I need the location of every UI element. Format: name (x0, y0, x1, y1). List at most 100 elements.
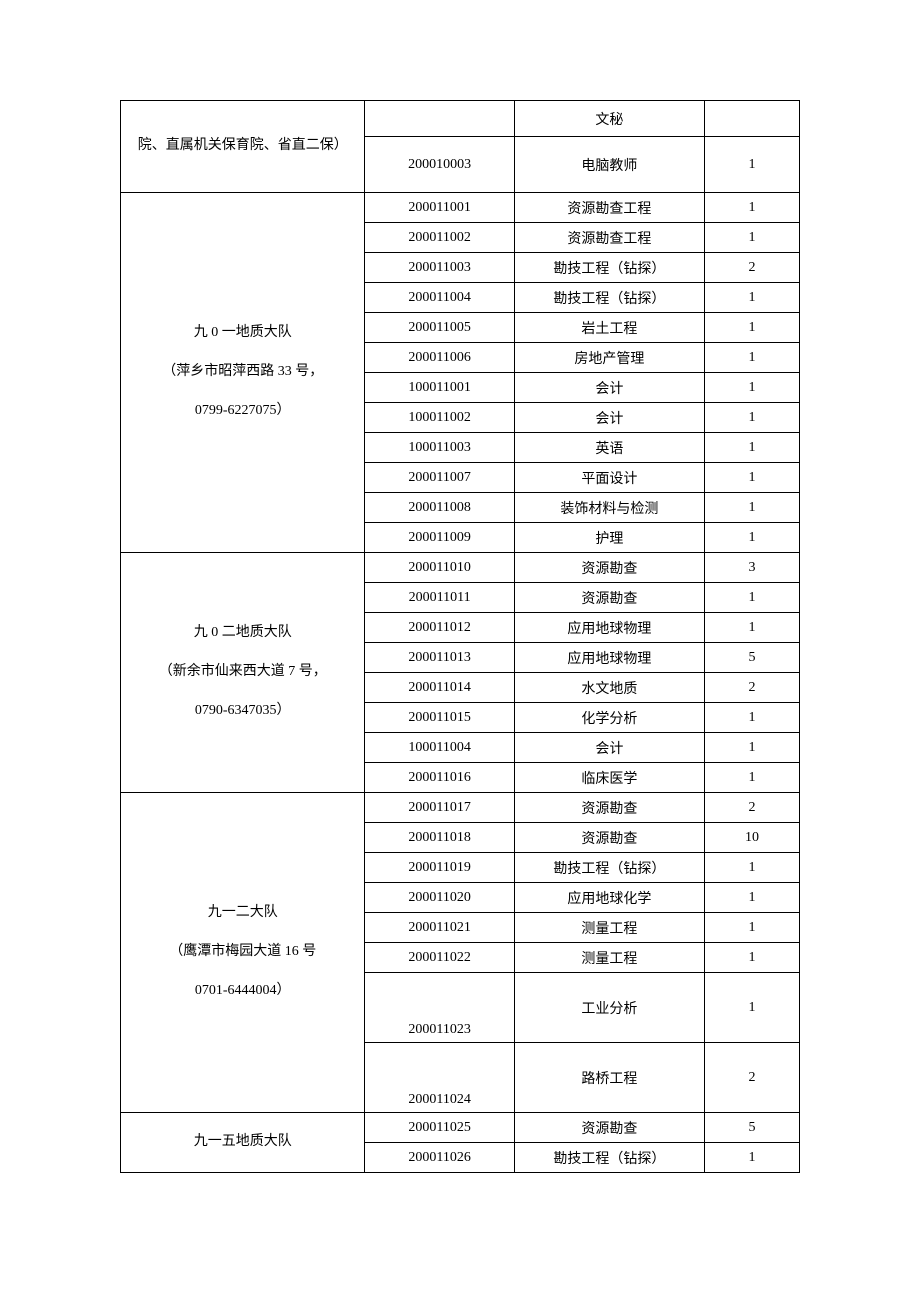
position-cell: 资源勘查工程 (514, 193, 704, 223)
position-cell: 会计 (514, 373, 704, 403)
position-cell: 勘技工程（钻探） (514, 1143, 704, 1173)
count-cell: 1 (704, 763, 799, 793)
table-row: 九一二大队（鹰潭市梅园大道 16 号0701-6444004）200011017… (121, 793, 800, 823)
count-cell: 1 (704, 583, 799, 613)
position-cell: 会计 (514, 403, 704, 433)
count-cell: 10 (704, 823, 799, 853)
count-cell: 1 (704, 433, 799, 463)
org-cell: 九 0 二地质大队（新余市仙来西大道 7 号，0790-6347035） (121, 553, 365, 793)
code-cell: 200011013 (365, 643, 514, 673)
position-cell: 装饰材料与检测 (514, 493, 704, 523)
code-cell: 100011001 (365, 373, 514, 403)
code-cell: 200011015 (365, 703, 514, 733)
position-cell: 测量工程 (514, 943, 704, 973)
position-cell: 资源勘查 (514, 553, 704, 583)
code-cell: 100011003 (365, 433, 514, 463)
count-cell: 1 (704, 853, 799, 883)
position-cell: 临床医学 (514, 763, 704, 793)
position-cell: 应用地球物理 (514, 613, 704, 643)
code-cell: 200011026 (365, 1143, 514, 1173)
position-cell: 电脑教师 (514, 137, 704, 193)
count-cell: 1 (704, 223, 799, 253)
count-cell: 1 (704, 943, 799, 973)
code-cell: 200011010 (365, 553, 514, 583)
code-cell: 200011022 (365, 943, 514, 973)
code-cell: 200011023 (365, 973, 514, 1043)
code-cell: 200011001 (365, 193, 514, 223)
code-cell: 200011003 (365, 253, 514, 283)
count-cell: 1 (704, 913, 799, 943)
position-cell: 平面设计 (514, 463, 704, 493)
table-row: 九一五地质大队200011025资源勘查5 (121, 1113, 800, 1143)
code-cell: 200011011 (365, 583, 514, 613)
code-cell: 100011002 (365, 403, 514, 433)
count-cell: 1 (704, 463, 799, 493)
org-line: 九 0 一地质大队 (129, 318, 356, 349)
code-cell: 200010003 (365, 137, 514, 193)
count-cell: 1 (704, 493, 799, 523)
position-cell: 岩土工程 (514, 313, 704, 343)
count-cell: 5 (704, 643, 799, 673)
code-cell: 200011016 (365, 763, 514, 793)
org-line: （新余市仙来西大道 7 号， (129, 657, 356, 688)
code-cell: 200011020 (365, 883, 514, 913)
count-cell: 1 (704, 613, 799, 643)
count-cell: 1 (704, 137, 799, 193)
org-cell: 九一二大队（鹰潭市梅园大道 16 号0701-6444004） (121, 793, 365, 1113)
position-cell: 英语 (514, 433, 704, 463)
position-cell: 勘技工程（钻探） (514, 253, 704, 283)
org-cell: 院、直属机关保育院、省直二保） (121, 101, 365, 193)
code-cell: 200011012 (365, 613, 514, 643)
position-cell: 房地产管理 (514, 343, 704, 373)
count-cell: 1 (704, 313, 799, 343)
count-cell: 1 (704, 403, 799, 433)
count-cell: 2 (704, 793, 799, 823)
code-cell: 200011021 (365, 913, 514, 943)
recruitment-table: 院、直属机关保育院、省直二保）文秘200010003电脑教师1九 0 一地质大队… (120, 100, 800, 1173)
code-cell: 200011005 (365, 313, 514, 343)
code-cell: 200011002 (365, 223, 514, 253)
table-row: 院、直属机关保育院、省直二保）文秘 (121, 101, 800, 137)
count-cell: 1 (704, 523, 799, 553)
position-cell: 会计 (514, 733, 704, 763)
position-cell: 水文地质 (514, 673, 704, 703)
code-cell: 200011009 (365, 523, 514, 553)
code-cell: 200011024 (365, 1043, 514, 1113)
count-cell: 2 (704, 253, 799, 283)
count-cell: 5 (704, 1113, 799, 1143)
code-cell: 200011018 (365, 823, 514, 853)
count-cell: 1 (704, 973, 799, 1043)
org-line: 九一五地质大队 (129, 1127, 356, 1158)
code-cell: 200011004 (365, 283, 514, 313)
code-cell: 200011017 (365, 793, 514, 823)
position-cell: 资源勘查 (514, 793, 704, 823)
org-line: 0799-6227075） (129, 396, 356, 427)
position-cell: 应用地球物理 (514, 643, 704, 673)
count-cell: 1 (704, 373, 799, 403)
count-cell: 3 (704, 553, 799, 583)
org-cell: 九 0 一地质大队 （萍乡市昭萍西路 33 号， 0799-6227075） (121, 193, 365, 553)
count-cell: 1 (704, 883, 799, 913)
org-cell: 九一五地质大队 (121, 1113, 365, 1173)
count-cell: 1 (704, 703, 799, 733)
code-cell: 200011019 (365, 853, 514, 883)
position-cell: 路桥工程 (514, 1043, 704, 1113)
position-cell: 资源勘查 (514, 583, 704, 613)
code-cell: 200011025 (365, 1113, 514, 1143)
position-cell: 勘技工程（钻探） (514, 853, 704, 883)
position-cell: 资源勘查 (514, 1113, 704, 1143)
code-cell: 200011008 (365, 493, 514, 523)
position-cell: 文秘 (514, 101, 704, 137)
count-cell: 1 (704, 733, 799, 763)
position-cell: 测量工程 (514, 913, 704, 943)
position-cell: 应用地球化学 (514, 883, 704, 913)
position-cell: 工业分析 (514, 973, 704, 1043)
code-cell: 200011006 (365, 343, 514, 373)
count-cell: 1 (704, 193, 799, 223)
org-line: （萍乡市昭萍西路 33 号， (129, 357, 356, 388)
table-row: 九 0 一地质大队（萍乡市昭萍西路 33 号，0799-6227075）2000… (121, 193, 800, 223)
count-cell: 1 (704, 283, 799, 313)
count-cell: 2 (704, 1043, 799, 1113)
code-cell: 200011014 (365, 673, 514, 703)
position-cell: 勘技工程（钻探） (514, 283, 704, 313)
